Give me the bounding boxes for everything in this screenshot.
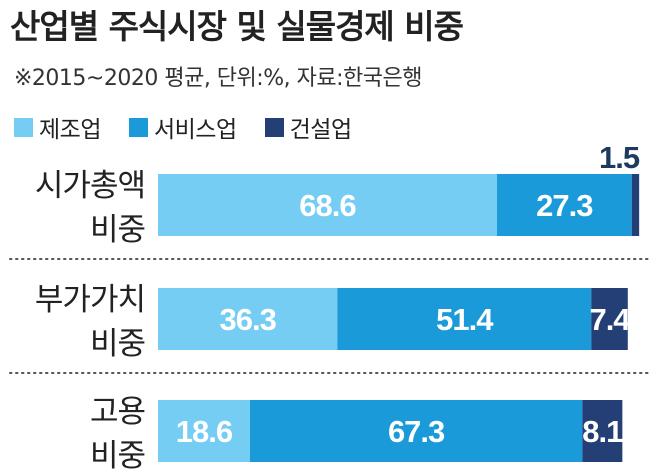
category-label-1-line-2: 비중 [90,212,145,248]
legend-item-construction: 건설업 [264,110,352,144]
bar-construction-row-3 [582,400,623,462]
category-label-3-line-2: 비중 [90,438,145,469]
legend-swatch-construction [264,117,284,137]
bar-services-row-1 [496,174,632,236]
data-label-manufacturing-row-1: 68.6 [299,188,356,223]
category-label-2-line-2: 비중 [90,326,145,362]
category-label-3-line-1: 고용 [90,394,145,430]
bar-manufacturing-row-2 [158,288,338,350]
chart-title: 산업별 주식시장 및 실물경제 비중 [10,7,464,46]
legend: 제조업 서비스업 건설업 [14,110,380,144]
bar-construction-row-2 [591,288,628,350]
category-label-1-line-1: 시가총액 [35,168,145,204]
legend-swatch-services [128,117,148,137]
legend-label-construction: 건설업 [289,117,352,143]
legend-label-services: 서비스업 [153,117,237,143]
legend-swatch-manufacturing [14,117,33,137]
data-label-manufacturing-row-2: 36.3 [219,302,276,337]
bar-manufacturing-row-1 [158,174,497,236]
data-label-construction-row-2: 7.4 [589,302,631,337]
category-label-2-line-1: 부가가치 [35,282,145,318]
data-label-services-row-2: 51.4 [436,302,494,337]
legend-label-manufacturing: 제조업 [39,117,101,143]
bar-services-row-3 [249,400,583,462]
data-label-manufacturing-row-3: 18.6 [176,414,233,449]
data-label-services-row-3: 67.3 [388,414,445,449]
data-label-construction-row-3: 8.1 [582,414,623,449]
data-label-services-row-1: 27.3 [536,188,593,223]
bar-services-row-2 [337,288,592,350]
bar-manufacturing-row-3 [158,400,250,462]
bar-construction-row-1 [631,174,640,236]
chart-subtitle: ※2015~2020 평균, 단위:%, 자료:한국은행 [14,66,422,91]
data-label-construction-row-1: 1.5 [599,140,640,175]
legend-item-manufacturing: 제조업 [14,110,101,144]
legend-item-services: 서비스업 [128,110,237,144]
